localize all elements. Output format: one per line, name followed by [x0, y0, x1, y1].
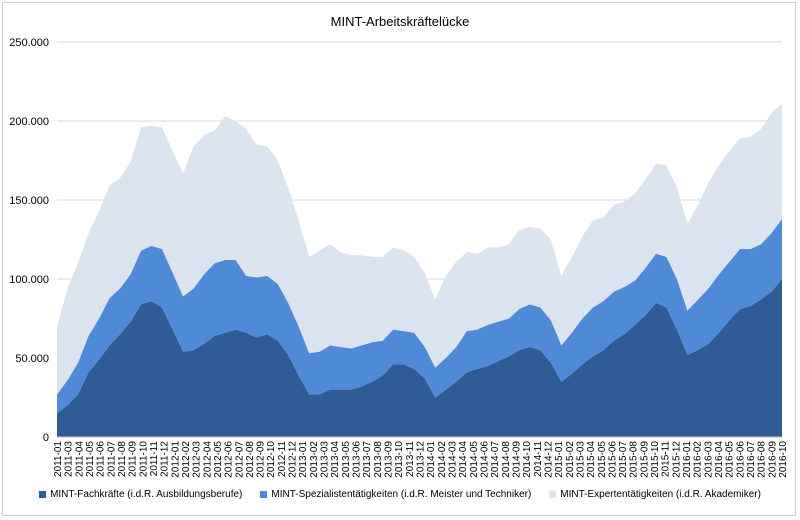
x-tick-label: 2013-04: [330, 441, 341, 478]
x-axis: 2011-01 2011-03 2011-04 2011-05 2011-06 2011-…: [53, 436, 789, 478]
y-tick-label: 200.000: [9, 116, 49, 128]
x-tick-label: 2013-02: [309, 441, 320, 478]
x-tick-label: 2012-10: [266, 441, 277, 478]
x-tick-label: 2013-10: [394, 441, 405, 478]
x-tick-label: 2012-07: [234, 441, 245, 478]
x-tick-label: 2013-11: [405, 441, 416, 477]
x-tick-label: 2011-07: [106, 441, 117, 477]
legend-item-fachkraefte: MINT-Fachkräfte (i.d.R. Ausbildungsberuf…: [39, 489, 242, 500]
x-tick-label: 2015-05: [597, 441, 608, 478]
y-tick-label: 50.000: [15, 353, 49, 365]
x-tick-label: 2015-01: [554, 441, 565, 478]
x-tick-label: 2013-05: [341, 441, 352, 478]
x-tick-label: 2013-08: [373, 441, 384, 478]
x-tick-label: 2012-09: [256, 441, 267, 478]
x-tick-label: 2012-08: [245, 441, 256, 478]
legend-item-experten: MINT-Expertentätigkeiten (i.d.R. Akademi…: [549, 489, 761, 500]
x-tick-label: 2014-01: [426, 441, 437, 478]
x-tick-label: 2015-10: [650, 441, 661, 478]
x-tick-label: 2011-11: [149, 441, 160, 477]
x-tick-label: 2012-04: [202, 441, 213, 478]
x-tick-label: 2012-12: [288, 441, 299, 478]
legend-swatch: [260, 491, 268, 498]
legend-label: MINT-Spezialistentätigkeiten (i.d.R. Mei…: [271, 489, 532, 500]
x-tick-label: 2011-10: [138, 441, 149, 477]
x-tick-label: 2013-03: [320, 441, 331, 478]
x-tick-label: 2016-01: [682, 441, 693, 478]
legend-label: MINT-Fachkräfte (i.d.R. Ausbildungsberuf…: [50, 489, 243, 500]
chart-title: MINT-Arbeitskräftelücke: [330, 14, 470, 29]
x-tick-label: 2012-01: [170, 441, 181, 478]
x-tick-label: 2011-05: [85, 441, 96, 477]
x-tick-label: 2016-02: [693, 441, 704, 478]
x-tick-label: 2012-02: [181, 441, 192, 478]
x-tick-label: 2011-09: [128, 441, 139, 477]
y-tick-label: 0: [43, 432, 49, 444]
series-area-1: [57, 279, 782, 437]
x-tick-label: 2016-06: [735, 441, 746, 478]
x-tick-label: 2014-08: [501, 441, 512, 478]
x-tick-label: 2015-12: [671, 441, 682, 478]
x-tick-label: 2014-10: [522, 441, 533, 478]
x-tick-label: 2014-11: [533, 441, 544, 477]
x-tick-label: 2014-07: [490, 441, 501, 478]
x-tick-label: 2016-05: [725, 441, 736, 478]
legend-swatch: [39, 491, 47, 498]
x-tick-label: 2011-06: [96, 441, 107, 477]
y-tick-label: 100.000: [9, 274, 49, 286]
x-tick-label: 2011-03: [64, 441, 75, 477]
legend: MINT-Fachkräfte (i.d.R. Ausbildungsberuf…: [0, 489, 800, 500]
y-tick-label: 250.000: [9, 37, 49, 49]
x-tick-label: 2014-12: [543, 441, 554, 478]
x-tick-label: 2011-01: [53, 441, 64, 477]
x-tick-label: 2015-02: [565, 441, 576, 478]
x-tick-label: 2016-08: [757, 441, 768, 478]
series-area-3: [57, 103, 782, 395]
x-tick-label: 2014-06: [479, 441, 490, 478]
x-tick-label: 2014-04: [458, 441, 469, 478]
x-tick-label: 2014-02: [437, 441, 448, 478]
x-tick-label: 2015-09: [639, 441, 650, 478]
y-tick-label: 150.000: [9, 195, 49, 207]
x-tick-label: 2013-07: [362, 441, 373, 478]
x-tick-label: 2013-01: [298, 441, 309, 478]
x-tick-label: 2016-07: [746, 441, 757, 478]
x-tick-label: 2011-04: [74, 441, 85, 477]
legend-item-spezialisten: MINT-Spezialistentätigkeiten (i.d.R. Mei…: [260, 489, 531, 500]
series-areas: [57, 103, 782, 437]
series-area-2: [57, 218, 782, 414]
x-tick-label: 2012-06: [224, 441, 235, 478]
x-tick-label: 2012-11: [277, 441, 288, 477]
x-tick-label: 2011-08: [117, 441, 128, 477]
x-tick-label: 2016-03: [703, 441, 714, 478]
x-tick-label: 2015-11: [661, 441, 672, 477]
x-tick-label: 2013-09: [384, 441, 395, 478]
x-tick-label: 2015-07: [618, 441, 629, 478]
x-tick-label: 2011-12: [160, 441, 171, 477]
x-tick-label: 2012-03: [192, 441, 203, 478]
x-tick-label: 2015-06: [607, 441, 618, 478]
legend-swatch: [549, 491, 557, 498]
x-tick-label: 2014-03: [447, 441, 458, 478]
x-tick-label: 2016-09: [767, 441, 778, 478]
y-axis: 0 50.000 100.000 150.000 200.000 250.000: [9, 37, 49, 444]
x-tick-label: 2015-04: [586, 441, 597, 478]
x-tick-label: 2015-08: [629, 441, 640, 478]
x-tick-label: 2015-03: [575, 441, 586, 478]
x-tick-label: 2016-04: [714, 441, 725, 478]
x-tick-label: 2012-05: [213, 441, 224, 478]
x-tick-label: 2014-09: [511, 441, 522, 478]
x-tick-label: 2013-06: [352, 441, 363, 478]
x-tick-label: 2013-12: [416, 441, 427, 478]
x-tick-label: 2014-05: [469, 441, 480, 478]
legend-label: MINT-Expertentätigkeiten (i.d.R. Akademi…: [560, 489, 761, 500]
x-tick-label: 2016-10: [778, 441, 789, 478]
